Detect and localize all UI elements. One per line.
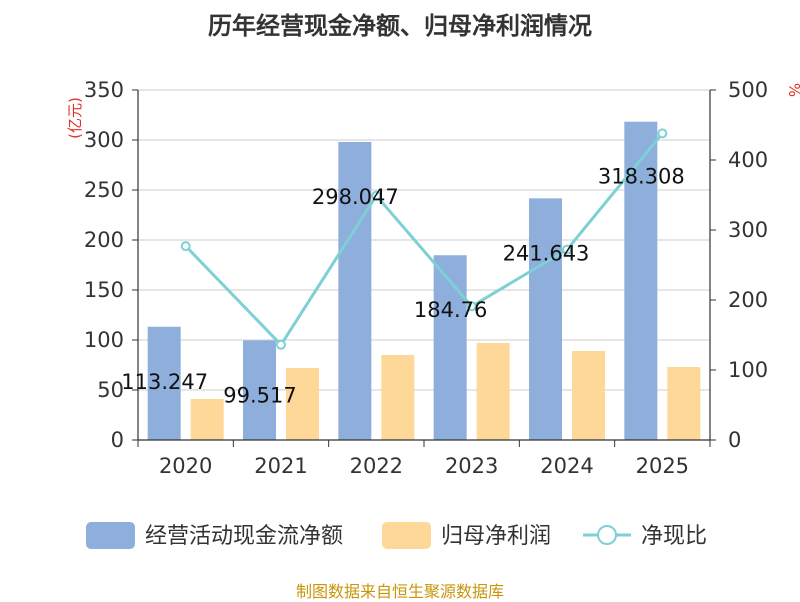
bars [147,121,701,440]
y-tick-label: 150 [84,278,124,302]
bar-operating-cash-flow [147,326,181,440]
chart-title: 历年经营现金净额、归母净利润情况 [208,12,592,40]
data-labels: 113.247 99.517 298.047 184.76 241.643 318.308 [121,165,685,408]
data-label: 318.308 [598,165,685,189]
y-tick-label: 100 [84,328,124,352]
y2-tick-label: 0 [728,428,741,452]
y-axis-label: (亿元) [66,97,84,139]
y2-tick-label: 300 [728,218,768,242]
legend-swatch-operating-cash-flow [86,522,135,549]
legend: 经营活动现金流净额 归母净利润 净现比 [86,522,707,549]
y-tick-label: 350 [84,78,124,102]
y-tick-label: 0 [111,428,124,452]
data-label: 184.76 [414,298,487,322]
x-tick-label: 2020 [159,454,212,478]
bar-net-profit [381,355,415,440]
data-label: 99.517 [223,383,296,407]
line-point [466,301,477,312]
y-tick-label: 250 [84,178,124,202]
line-point [562,244,572,255]
bar-operating-cash-flow [243,340,276,440]
x-tick-label: 2022 [350,454,403,478]
y2-tick-label: 500 [728,78,768,102]
bar-operating-cash-flow [433,255,467,440]
line-point [180,241,191,252]
bar-net-profit [286,368,319,440]
line-cash-ratio [184,132,664,348]
grid-lines [138,89,710,391]
legend-label-operating-cash-flow: 经营活动现金流净额 [145,524,343,549]
y2-tick-label: 100 [728,358,768,382]
bar-net-profit [572,351,605,440]
y2-tick-label: 400 [728,148,768,172]
data-label: 241.643 [503,241,590,265]
legend-swatch-marker [597,525,617,545]
y-tick-label: 50 [97,378,124,402]
bar-net-profit [190,399,224,440]
legend-swatch-net-profit [382,522,431,549]
y2-axis-label: % [785,83,800,97]
x-tick-label: 2025 [636,454,689,478]
source-note: 制图数据来自恒生聚源数据库 [295,582,504,601]
data-label: 298.047 [312,185,399,209]
x-tick-label: 2024 [540,454,593,478]
legend-label-net-profit: 归母净利润 [441,524,551,549]
bar-net-profit [476,343,510,440]
line-point [371,190,382,201]
y-tick-label: 200 [84,228,124,252]
line-point [657,128,668,139]
line-series [180,128,668,350]
legend-label-cash-ratio: 净现比 [641,524,707,549]
bar-net-profit [667,367,701,440]
bar-operating-cash-flow [338,141,372,440]
bar-operating-cash-flow [529,198,562,440]
x-tick-label: 2021 [254,454,307,478]
x-tick-label: 2023 [445,454,498,478]
axes: 0 50 100 150 200 250 300 350 0 100 200 300 400 500 202… [84,78,768,478]
y2-tick-label: 200 [728,288,768,312]
line-point [276,339,286,350]
data-label: 113.247 [121,370,208,394]
y-tick-label: 300 [84,128,124,152]
